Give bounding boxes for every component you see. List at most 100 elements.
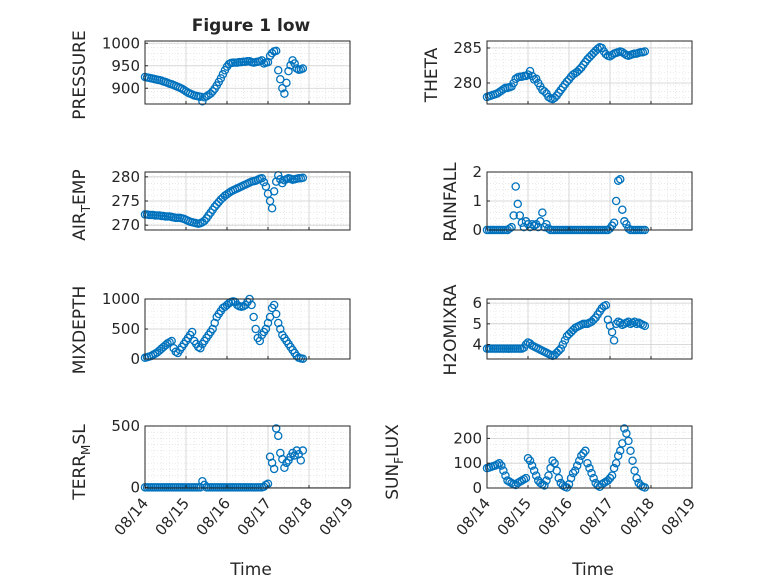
- data-point: [544, 224, 553, 233]
- y-tick-label: 1000: [102, 290, 140, 308]
- data-point: [292, 64, 301, 73]
- data-point: [640, 321, 650, 331]
- data-point: [624, 224, 633, 233]
- data-point: [523, 453, 533, 463]
- data-point: [583, 458, 592, 468]
- data-point: [607, 471, 617, 480]
- data-point: [548, 456, 557, 465]
- data-point: [529, 466, 539, 475]
- y-tick-label: 1: [472, 192, 482, 210]
- subplot-air-temp: 270 275 280: [111, 168, 351, 234]
- ylabel-terr-msl: TERRMSL: [70, 424, 93, 501]
- data-point: [609, 218, 619, 227]
- axes-box: [486, 425, 693, 489]
- data-point: [527, 461, 537, 470]
- data-point: [544, 92, 553, 102]
- data-point: [271, 309, 281, 319]
- xlabel-right: Time: [571, 560, 614, 580]
- data-point: [531, 74, 541, 84]
- data-point: [521, 71, 531, 81]
- axes-box: [486, 40, 693, 105]
- data-point: [620, 49, 629, 58]
- data-point: [552, 466, 561, 475]
- y-tick-label: 280: [111, 168, 140, 186]
- data-point: [568, 468, 578, 478]
- data-point: [525, 66, 535, 76]
- data-point: [611, 319, 621, 329]
- y-tick-label: 2: [472, 163, 482, 181]
- y-tick-label: 5: [472, 315, 482, 333]
- data-point: [269, 300, 279, 310]
- data-point: [589, 315, 598, 324]
- data-point: [616, 174, 625, 184]
- data-point: [534, 222, 543, 232]
- y-tick-label: 270: [111, 216, 140, 234]
- data-point: [495, 458, 504, 468]
- ylabel-theta: THETA: [422, 47, 442, 103]
- data-point: [542, 476, 551, 485]
- data-point: [624, 317, 633, 327]
- data-point: [531, 471, 541, 480]
- axes-box: [144, 40, 351, 105]
- data-point: [298, 64, 308, 73]
- data-point: [640, 47, 650, 56]
- data-point: [298, 173, 308, 183]
- data-point: [550, 458, 559, 468]
- data-point: [521, 473, 531, 483]
- data-point: [187, 327, 197, 337]
- data-point: [210, 202, 219, 212]
- data-point: [267, 203, 277, 213]
- y-tick-label: 0: [472, 221, 482, 239]
- data-point: [290, 451, 299, 460]
- y-tick-label: 6: [472, 294, 482, 312]
- y-tick-label: 4: [472, 336, 482, 354]
- data-point: [517, 218, 527, 227]
- data-point: [554, 473, 564, 483]
- y-tick-label: 0: [472, 479, 482, 497]
- data-point: [259, 177, 269, 187]
- data-point: [609, 463, 619, 473]
- ylabel-mixdepth: MIXDEPTH: [70, 286, 90, 375]
- data-point: [280, 89, 289, 98]
- data-point: [282, 78, 291, 88]
- data-point: [247, 300, 256, 310]
- figure-title: Figure 1 low: [192, 16, 311, 36]
- subplot-mixdepth: 0 500 1000: [102, 290, 351, 368]
- y-tick-label: 100: [453, 454, 482, 472]
- data-point: [544, 471, 553, 480]
- subplot-h2omixra: 4 5 6: [472, 294, 693, 361]
- data-point: [298, 446, 308, 455]
- data-point: [579, 449, 588, 458]
- y-tick-label: 500: [111, 417, 140, 435]
- data-point: [278, 84, 287, 93]
- data-point: [212, 200, 221, 209]
- data-point: [575, 65, 584, 74]
- y-tick-label: 1000: [102, 34, 140, 52]
- data-point: [577, 451, 586, 461]
- y-tick-label: 0: [130, 350, 140, 368]
- data-point: [601, 50, 611, 59]
- data-point: [607, 327, 617, 337]
- data-point: [499, 466, 508, 475]
- y-tick-label: 0: [130, 478, 140, 496]
- data-point: [538, 208, 547, 217]
- y-tick-label: 950: [111, 57, 140, 75]
- data-point: [529, 221, 539, 230]
- data-point: [505, 224, 514, 233]
- data-point: [282, 458, 291, 468]
- data-point: [198, 97, 207, 106]
- data-point: [540, 87, 549, 96]
- data-point: [284, 66, 293, 76]
- data-point: [572, 461, 582, 470]
- ylabel-h2omixra: H2OMIXRA: [441, 284, 461, 375]
- data-point: [206, 89, 215, 98]
- y-tick-label: 280: [453, 74, 482, 92]
- data-point: [620, 424, 629, 433]
- data-point: [570, 466, 580, 475]
- data-point: [196, 92, 205, 102]
- ylabel-sun-flux: SUNFLUX: [383, 424, 406, 500]
- data-point: [558, 340, 568, 349]
- data-point: [271, 46, 281, 56]
- data-point: [216, 74, 226, 83]
